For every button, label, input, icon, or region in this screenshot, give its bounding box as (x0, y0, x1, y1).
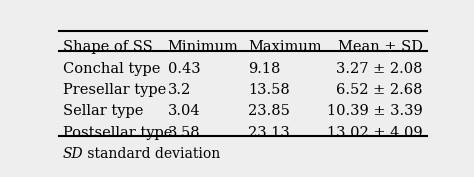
Text: 3.58: 3.58 (168, 125, 200, 139)
Text: Postsellar type: Postsellar type (63, 125, 172, 139)
Text: 3.27 ± 2.08: 3.27 ± 2.08 (337, 62, 423, 76)
Text: 0.43: 0.43 (168, 62, 200, 76)
Text: Sellar type: Sellar type (63, 104, 143, 118)
Text: 3.04: 3.04 (168, 104, 200, 118)
Text: 13.58: 13.58 (248, 83, 290, 97)
Text: 9.18: 9.18 (248, 62, 281, 76)
Text: SD: SD (63, 147, 83, 161)
Text: 6.52 ± 2.68: 6.52 ± 2.68 (337, 83, 423, 97)
Text: Mean ± SD: Mean ± SD (338, 40, 423, 54)
Text: 23.13: 23.13 (248, 125, 290, 139)
Text: 13.02 ± 4.09: 13.02 ± 4.09 (328, 125, 423, 139)
Text: standard deviation: standard deviation (83, 147, 220, 161)
Text: 23.85: 23.85 (248, 104, 290, 118)
Text: 10.39 ± 3.39: 10.39 ± 3.39 (327, 104, 423, 118)
Text: Presellar type: Presellar type (63, 83, 166, 97)
Text: 3.2: 3.2 (168, 83, 191, 97)
Text: Conchal type: Conchal type (63, 62, 160, 76)
Text: Maximum: Maximum (248, 40, 322, 54)
Text: Shape of SS: Shape of SS (63, 40, 153, 54)
Text: Minimum: Minimum (168, 40, 238, 54)
